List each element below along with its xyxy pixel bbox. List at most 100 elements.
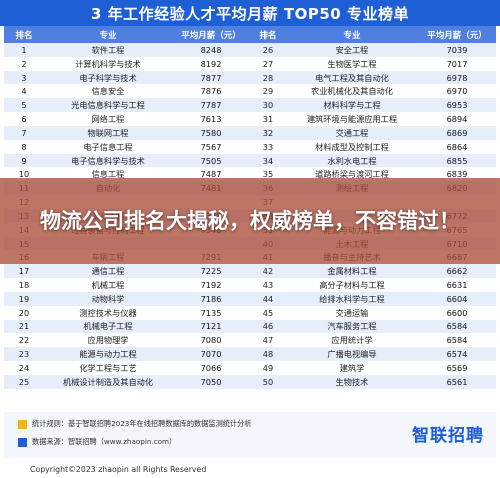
cell-rank-left: 1 bbox=[21, 44, 27, 55]
cell-salary-left: 7567 bbox=[200, 141, 222, 152]
banner-headline[interactable]: 物流公司排名大揭秘，权威榜单，不容错过！ bbox=[40, 209, 460, 233]
cell-major-left: 信息工程 bbox=[91, 169, 125, 180]
cell-major-left: 动物科学 bbox=[91, 293, 125, 304]
cell-salary-right: 6604 bbox=[446, 293, 468, 304]
cell-major-right: 给排水科学与工程 bbox=[319, 293, 385, 304]
cell-salary-left: 7070 bbox=[200, 349, 222, 360]
overlay-banner[interactable]: 物流公司排名大揭秘，权威榜单，不容错过！ bbox=[0, 178, 500, 264]
table-row: 10 信息工程 7487 35 道路桥梁与渡河工程 6839 bbox=[4, 167, 496, 182]
cell-rank-right: 47 bbox=[262, 335, 274, 346]
cell-major-left: 化学工程与工艺 bbox=[79, 362, 137, 373]
table-row: 6 网络工程 7613 31 建筑环境与能源应用工程 6894 bbox=[4, 112, 496, 126]
cell-rank-right: 30 bbox=[262, 100, 274, 111]
cell-salary-right: 6584 bbox=[446, 335, 468, 346]
cell-rank-right: 28 bbox=[262, 72, 274, 83]
cell-salary-left: 7876 bbox=[200, 86, 222, 97]
cell-salary-left: 7877 bbox=[200, 72, 222, 83]
yellow-square-icon bbox=[18, 419, 27, 429]
cell-rank-left: 2 bbox=[21, 58, 27, 69]
cell-salary-left: 7225 bbox=[200, 266, 222, 277]
cell-rank-right: 49 bbox=[262, 362, 274, 373]
cell-major-right: 道路桥梁与渡河工程 bbox=[315, 169, 389, 180]
cell-major-left: 电子科学与技术 bbox=[79, 72, 137, 83]
cell-salary-right: 6662 bbox=[446, 266, 468, 277]
cell-major-left: 电子信息工程 bbox=[83, 141, 133, 152]
stat-rule-text: 统计规则：基于智联招聘2023年在线招聘数据库的数据监测统计分析 bbox=[32, 419, 252, 428]
cell-major-left: 机械电子工程 bbox=[83, 321, 133, 332]
data-source-note: 数据来源：智联招聘（www.zhaopin.com） bbox=[18, 437, 176, 447]
cell-salary-left: 7787 bbox=[200, 100, 222, 111]
cell-major-right: 农业机械化及其自动化 bbox=[311, 86, 393, 97]
cell-salary-left: 7135 bbox=[200, 307, 222, 318]
cell-major-left: 计算机科学与技术 bbox=[75, 58, 141, 69]
cell-major-left: 机械工程 bbox=[91, 279, 125, 290]
cell-salary-right: 6600 bbox=[446, 307, 468, 318]
table-row: 8 电子信息工程 7567 33 材料成型及控制工程 6864 bbox=[4, 139, 496, 154]
cell-rank-right: 50 bbox=[262, 376, 274, 387]
cell-major-left: 网络工程 bbox=[91, 114, 125, 125]
table-row: 5 光电信息科学与工程 7787 30 材料科学与工程 6953 bbox=[4, 98, 496, 113]
cell-rank-left: 20 bbox=[18, 307, 30, 318]
cell-salary-right: 6894 bbox=[446, 114, 468, 125]
cell-salary-left: 7505 bbox=[200, 155, 222, 166]
cell-salary-right: 6839 bbox=[446, 169, 468, 180]
cell-rank-left: 18 bbox=[18, 279, 30, 290]
cell-major-right: 生物技术 bbox=[335, 376, 369, 387]
cell-rank-left: 23 bbox=[18, 349, 30, 360]
col-salary-right: 平均月薪（元） bbox=[427, 30, 487, 41]
cell-rank-right: 32 bbox=[262, 127, 274, 138]
cell-salary-left: 8192 bbox=[200, 58, 222, 69]
cell-rank-left: 24 bbox=[18, 362, 30, 373]
cell-major-right: 水利水电工程 bbox=[327, 155, 377, 166]
table-row: 9 电子信息科学与技术 7505 34 水利水电工程 6855 bbox=[4, 153, 496, 168]
cell-major-right: 交通运输 bbox=[335, 307, 369, 318]
cell-salary-right: 6584 bbox=[446, 321, 468, 332]
cell-rank-left: 7 bbox=[21, 127, 27, 138]
cell-salary-left: 7066 bbox=[200, 362, 222, 373]
col-major-right: 专业 bbox=[343, 30, 361, 41]
cell-salary-right: 6574 bbox=[446, 349, 468, 360]
cell-salary-right: 6953 bbox=[446, 100, 468, 111]
zhaopin-logo: 智联招聘 bbox=[412, 426, 484, 446]
data-source-text: 数据来源：智联招聘（www.zhaopin.com） bbox=[32, 437, 177, 446]
cell-major-right: 安全工程 bbox=[335, 44, 369, 55]
cell-major-left: 信息安全 bbox=[91, 86, 125, 97]
cell-major-right: 金属材料工程 bbox=[327, 266, 377, 277]
table-row: 22 应用物理学 7080 47 应用统计学 6584 bbox=[4, 333, 496, 348]
cell-salary-left: 7192 bbox=[200, 279, 222, 290]
cell-rank-right: 34 bbox=[262, 155, 274, 166]
cell-salary-left: 7613 bbox=[200, 114, 222, 125]
cell-rank-left: 10 bbox=[18, 169, 30, 180]
cell-salary-right: 6864 bbox=[446, 141, 468, 152]
cell-rank-left: 25 bbox=[18, 376, 30, 387]
stat-rule-note: 统计规则：基于智联招聘2023年在线招聘数据库的数据监测统计分析 bbox=[18, 419, 252, 429]
page-title: 3 年工作经验人才平均月薪 TOP50 专业榜单 bbox=[0, 0, 500, 26]
cell-salary-right: 6855 bbox=[446, 155, 468, 166]
table-row: 1 软件工程 8248 26 安全工程 7039 bbox=[4, 43, 496, 57]
col-major-left: 专业 bbox=[99, 30, 117, 41]
cell-major-right: 高分子材料与工程 bbox=[319, 279, 385, 290]
table-row: 2 计算机科学与技术 8192 27 生物医学工程 7017 bbox=[4, 56, 496, 71]
cell-major-left: 光电信息科学与工程 bbox=[71, 100, 145, 111]
cell-rank-right: 26 bbox=[262, 44, 274, 55]
table-row: 4 信息安全 7876 29 农业机械化及其自动化 6970 bbox=[4, 84, 496, 99]
table-row: 17 通信工程 7225 42 金属材料工程 6662 bbox=[4, 264, 496, 279]
col-salary-left: 平均月薪（元） bbox=[181, 30, 241, 41]
cell-rank-left: 9 bbox=[21, 155, 27, 166]
footer-panel: 统计规则：基于智联招聘2023年在线招聘数据库的数据监测统计分析 数据来源：智联… bbox=[4, 412, 496, 458]
cell-salary-right: 6569 bbox=[446, 362, 468, 373]
cell-major-right: 广播电视编导 bbox=[327, 349, 377, 360]
cell-salary-left: 7080 bbox=[200, 335, 222, 346]
table-row: 21 机械电子工程 7121 46 汽车服务工程 6584 bbox=[4, 319, 496, 334]
cell-rank-right: 33 bbox=[262, 141, 274, 152]
cell-salary-left: 7580 bbox=[200, 127, 222, 138]
cell-rank-right: 43 bbox=[262, 279, 274, 290]
cell-major-right: 交通工程 bbox=[335, 127, 369, 138]
cell-major-right: 生物医学工程 bbox=[327, 58, 377, 69]
cell-major-right: 建筑环境与能源应用工程 bbox=[306, 114, 398, 125]
cell-major-left: 通信工程 bbox=[91, 266, 125, 277]
cell-salary-left: 7487 bbox=[200, 169, 222, 180]
cell-rank-right: 27 bbox=[262, 58, 274, 69]
cell-rank-right: 48 bbox=[262, 349, 274, 360]
